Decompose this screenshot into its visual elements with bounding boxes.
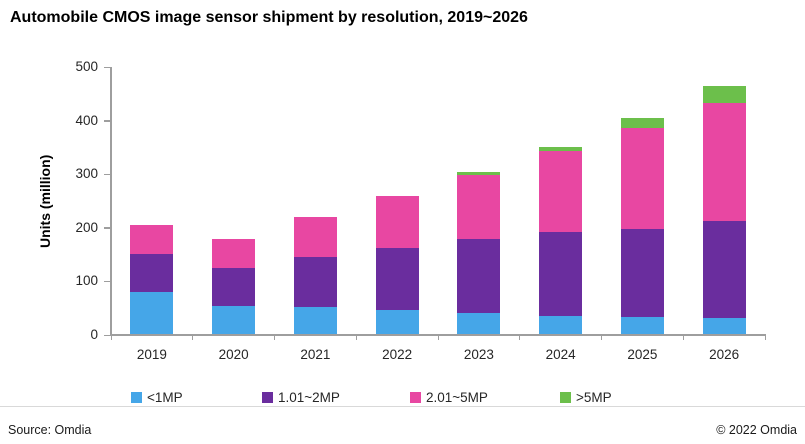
bar-segment-2024-1.01~2MP [539, 231, 583, 316]
x-tick-label: 2023 [463, 347, 494, 362]
bar-segment-2021-2.01~5MP [293, 216, 337, 257]
x-tick-mark [355, 334, 357, 340]
bar-segment-2021-<1MP [293, 307, 337, 335]
x-tick-label: 2020 [218, 347, 249, 362]
y-tick-label: 200 [75, 219, 98, 235]
x-tick-mark [437, 334, 439, 340]
x-tick-mark [519, 334, 521, 340]
legend-label-1.01~2MP: 1.01~2MP [278, 389, 340, 405]
x-tick-mark [110, 334, 112, 340]
y-tick-label: 0 [90, 327, 98, 342]
bar-2019 [130, 66, 174, 335]
bar-segment-2026-1.01~2MP [702, 221, 746, 318]
y-tick-label: 300 [75, 166, 98, 182]
legend-label-2.01~5MP: 2.01~5MP [426, 389, 488, 405]
y-tick-mark [104, 66, 111, 68]
x-tick-mark [601, 334, 602, 340]
bar-segment-2023->5MP [457, 171, 501, 176]
bar-segment-2026-2.01~5MP [702, 102, 746, 222]
bar-segment-2019-<1MP [130, 292, 174, 335]
legend-swatch-1.01~2MP [262, 391, 273, 403]
bar-2025 [620, 66, 664, 335]
bar-segment-2024->5MP [539, 146, 583, 151]
y-tick-mark [104, 173, 111, 176]
legend-swatch->5MP [560, 391, 571, 403]
bar-segment-2019-2.01~5MP [130, 224, 174, 255]
bar-segment-2024-2.01~5MP [539, 150, 583, 232]
bar-segment-2019-1.01~2MP [130, 254, 174, 293]
bar-segment-2025-2.01~5MP [620, 127, 664, 229]
bar-segment-2024-<1MP [539, 315, 583, 335]
y-tick-label: 400 [75, 112, 98, 128]
legend-swatch-2.01~5MP [410, 391, 421, 403]
y-axis-title: Units (million) [37, 154, 53, 248]
plot-area [110, 66, 766, 340]
bar-2020 [212, 66, 256, 335]
x-tick-mark [682, 334, 684, 340]
legend-swatch-<1MP [131, 391, 142, 403]
y-tick-mark [104, 280, 111, 283]
bar-segment-2021-1.01~2MP [293, 256, 337, 308]
bar-2021 [293, 66, 337, 335]
legend-item->5MP: >5MP [560, 389, 612, 405]
bar-segment-2026->5MP [702, 85, 746, 103]
bar-segment-2023-2.01~5MP [457, 175, 501, 240]
x-tick-label: 2019 [136, 347, 167, 362]
bar-segment-2020-2.01~5MP [212, 239, 256, 268]
legend-item-<1MP: <1MP [131, 389, 183, 405]
bar-segment-2022-1.01~2MP [375, 247, 419, 310]
bar-segment-2020-1.01~2MP [212, 267, 256, 306]
footer-divider [0, 406, 805, 407]
x-tick-mark [274, 334, 275, 340]
x-tick-label: 2026 [709, 347, 740, 362]
y-tick-mark [104, 120, 111, 122]
y-tick-mark [104, 227, 111, 229]
x-tick-mark [192, 334, 194, 340]
bar-2022 [375, 66, 419, 335]
y-tick-mark [104, 334, 111, 336]
bar-segment-2026-<1MP [702, 317, 746, 335]
bar-segment-2022-<1MP [375, 309, 419, 335]
source-label: Source: Omdia [8, 423, 92, 437]
bar-2024 [539, 66, 583, 335]
x-tick-label: 2022 [382, 347, 413, 362]
bar-2026 [702, 66, 746, 335]
bar-segment-2025-<1MP [620, 316, 664, 335]
x-tick-label: 2021 [300, 347, 331, 362]
bar-2023 [457, 66, 501, 335]
legend-item-2.01~5MP: 2.01~5MP [410, 389, 488, 405]
y-tick-label: 500 [75, 59, 98, 74]
y-tick-label: 100 [75, 273, 98, 289]
x-tick-label: 2025 [627, 347, 658, 362]
legend-item-1.01~2MP: 1.01~2MP [262, 389, 340, 405]
legend-label-<1MP: <1MP [147, 389, 183, 405]
bar-segment-2023-<1MP [457, 313, 501, 335]
bar-segment-2025->5MP [620, 117, 664, 128]
copyright-label: © 2022 Omdia [716, 423, 797, 437]
y-axis-line [110, 67, 112, 335]
bar-segment-2022-2.01~5MP [375, 195, 419, 248]
x-tick-label: 2024 [545, 347, 576, 362]
x-tick-mark [764, 334, 766, 340]
chart-title: Automobile CMOS image sensor shipment by… [10, 9, 528, 26]
bar-segment-2023-1.01~2MP [457, 239, 501, 314]
bar-segment-2025-1.01~2MP [620, 228, 664, 317]
bar-segment-2020-<1MP [212, 305, 256, 335]
legend-label->5MP: >5MP [576, 389, 612, 405]
